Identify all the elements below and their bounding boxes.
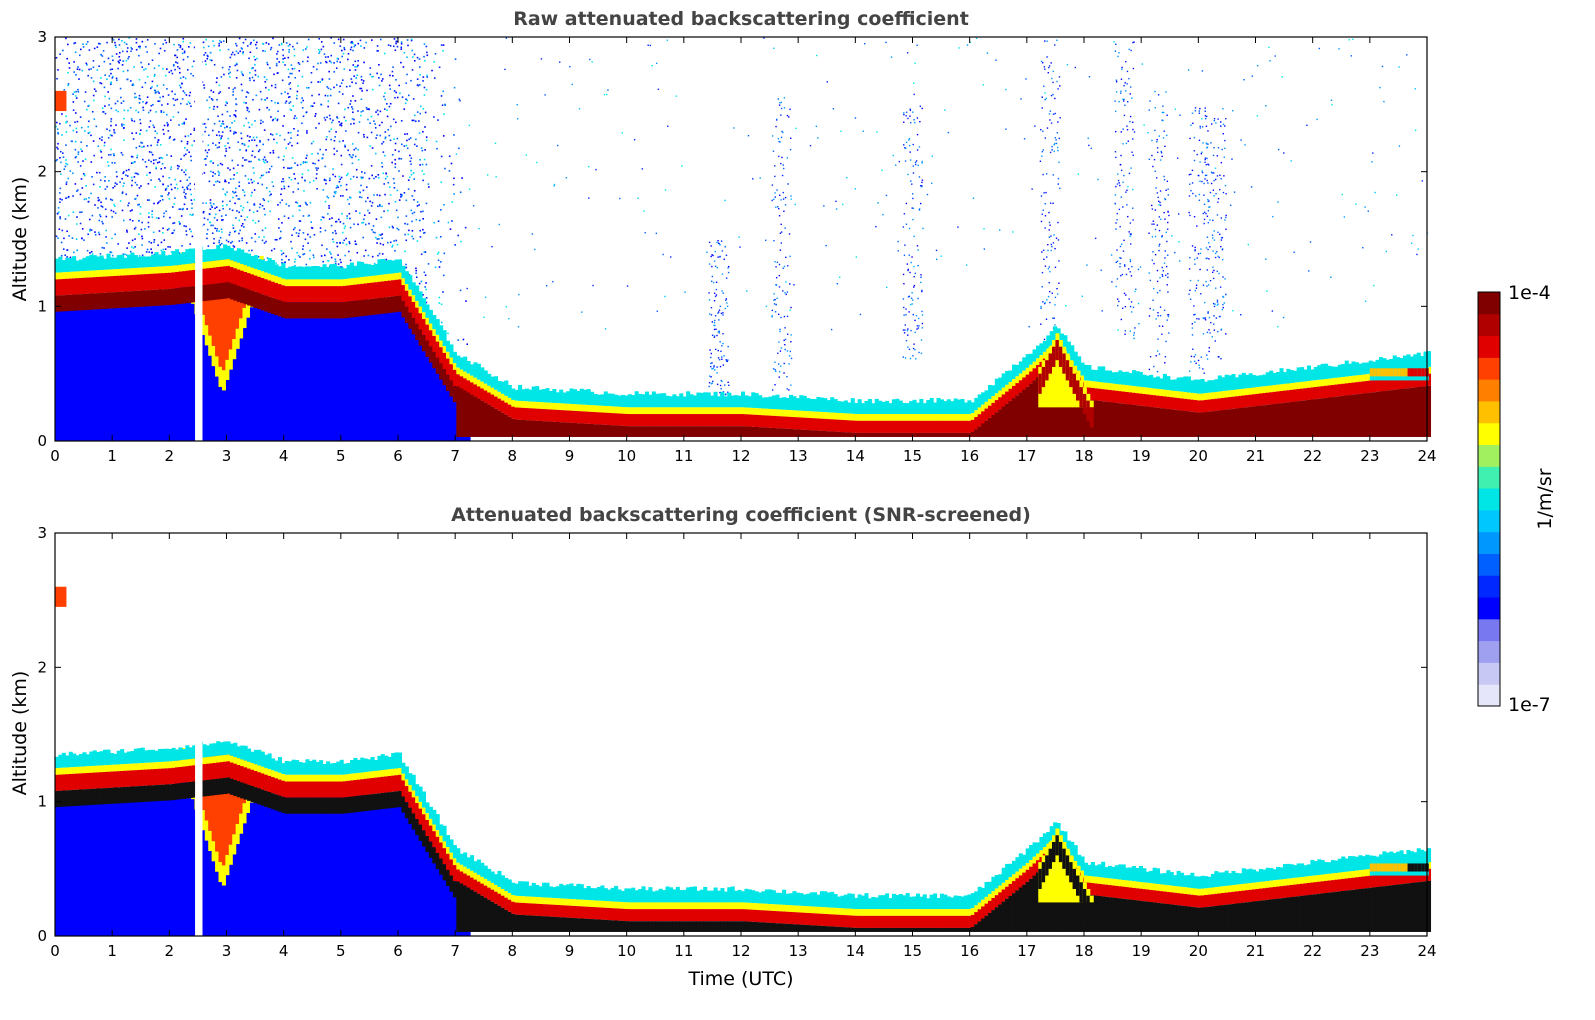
- colorbar-frame: [1477, 291, 1501, 707]
- top-x-tick-label: 9: [565, 447, 575, 465]
- top-x-tick-label: 21: [1246, 447, 1265, 465]
- bottom-x-tick-label: 0: [50, 942, 60, 960]
- bottom-y-tick-label: 3: [37, 524, 47, 542]
- bottom-x-tick-label: 13: [789, 942, 808, 960]
- bottom-x-tick-label: 14: [846, 942, 865, 960]
- bottom-x-tick-label: 20: [1189, 942, 1208, 960]
- top-y-tick-label: 2: [37, 163, 47, 181]
- bottom-x-tick-label: 18: [1074, 942, 1093, 960]
- top-y-tick-label: 1: [37, 297, 47, 315]
- bottom-x-tick-label: 5: [336, 942, 346, 960]
- bottom-y-tick-label: 1: [37, 793, 47, 811]
- colorbar-swatch: [1478, 575, 1500, 598]
- bottom-y-axis-label: Altitude (km): [9, 670, 31, 796]
- colorbar-swatch: [1478, 422, 1500, 446]
- top-x-tick-label: 20: [1189, 447, 1208, 465]
- colorbar-swatch: [1478, 488, 1500, 511]
- top-x-tick-label: 23: [1360, 447, 1379, 465]
- top-x-tick-label: 19: [1132, 447, 1151, 465]
- top-x-tick-label: 16: [960, 447, 979, 465]
- top-x-tick-label: 13: [789, 447, 808, 465]
- colorbar-swatch: [1478, 531, 1500, 554]
- colorbar-swatch: [1478, 640, 1500, 663]
- bottom-x-tick-label: 17: [1017, 942, 1036, 960]
- bottom-x-tick-label: 2: [165, 942, 175, 960]
- top-heatmap-cells: [55, 37, 1432, 441]
- bottom-x-tick-label: 16: [960, 942, 979, 960]
- bottom-chart-title: Attenuated backscattering coefficient (S…: [451, 504, 1031, 526]
- top-x-tick-label: 11: [674, 447, 693, 465]
- bottom-x-tick-label: 1: [107, 942, 117, 960]
- bottom-x-tick-label: 15: [903, 942, 922, 960]
- bottom-x-tick-label: 19: [1132, 942, 1151, 960]
- bottom-x-tick-label: 6: [393, 942, 403, 960]
- colorbar-swatch: [1478, 444, 1500, 467]
- top-x-tick-label: 3: [222, 447, 232, 465]
- top-x-tick-label: 18: [1074, 447, 1093, 465]
- top-y-tick-label: 3: [37, 28, 47, 46]
- colorbar-swatch: [1478, 662, 1500, 685]
- colorbar-swatch: [1478, 335, 1500, 358]
- bottom-x-tick-label: 12: [731, 942, 750, 960]
- colorbar-swatch: [1478, 466, 1500, 489]
- top-x-tick-label: 5: [336, 447, 346, 465]
- colorbar-min-label: 1e-7: [1508, 694, 1551, 716]
- bottom-y-tick-label: 0: [37, 927, 47, 945]
- bottom-x-tick-label: 9: [565, 942, 575, 960]
- colorbar-swatch: [1478, 553, 1500, 576]
- bottom-x-axis-label: Time (UTC): [688, 968, 794, 990]
- colorbar-unit-label: 1/m/sr: [1534, 468, 1556, 530]
- bottom-x-tick-label: 7: [450, 942, 460, 960]
- top-x-tick-label: 24: [1417, 447, 1436, 465]
- bottom-x-tick-label: 23: [1360, 942, 1379, 960]
- top-x-tick-label: 4: [279, 447, 289, 465]
- colorbar-swatch: [1478, 357, 1500, 380]
- bottom-x-tick-label: 4: [279, 942, 289, 960]
- colorbar-swatch: [1478, 684, 1500, 707]
- bottom-y-tick-label: 2: [37, 658, 47, 676]
- top-x-tick-label: 12: [731, 447, 750, 465]
- bottom-x-tick-label: 21: [1246, 942, 1265, 960]
- top-y-tick-label: 0: [37, 432, 47, 450]
- top-x-tick-label: 1: [107, 447, 117, 465]
- bottom-x-tick-label: 8: [508, 942, 518, 960]
- bottom-x-tick-label: 3: [222, 942, 232, 960]
- colorbar-swatch: [1478, 597, 1500, 620]
- colorbar-swatch: [1478, 292, 1500, 315]
- colorbar-swatch: [1478, 379, 1500, 402]
- top-x-tick-label: 7: [450, 447, 460, 465]
- top-x-tick-label: 6: [393, 447, 403, 465]
- top-x-tick-label: 17: [1017, 447, 1036, 465]
- top-x-tick-label: 14: [846, 447, 865, 465]
- bottom-x-tick-label: 22: [1303, 942, 1322, 960]
- top-x-tick-label: 0: [50, 447, 60, 465]
- bottom-x-tick-label: 10: [617, 942, 636, 960]
- colorbar-swatch: [1478, 509, 1500, 533]
- top-x-tick-label: 15: [903, 447, 922, 465]
- bottom-heatmap-cells: [55, 533, 1432, 936]
- colorbar-swatch: [1478, 313, 1500, 337]
- colorbar-max-label: 1e-4: [1508, 282, 1551, 304]
- colorbar-swatch: [1478, 618, 1500, 642]
- top-x-tick-label: 10: [617, 447, 636, 465]
- top-x-tick-label: 2: [165, 447, 175, 465]
- colorbar-swatch: [1478, 400, 1500, 424]
- top-x-tick-label: 22: [1303, 447, 1322, 465]
- top-x-tick-label: 8: [508, 447, 518, 465]
- bottom-x-tick-label: 24: [1417, 942, 1436, 960]
- top-chart-title: Raw attenuated backscattering coefficien…: [513, 8, 969, 30]
- bottom-x-tick-label: 11: [674, 942, 693, 960]
